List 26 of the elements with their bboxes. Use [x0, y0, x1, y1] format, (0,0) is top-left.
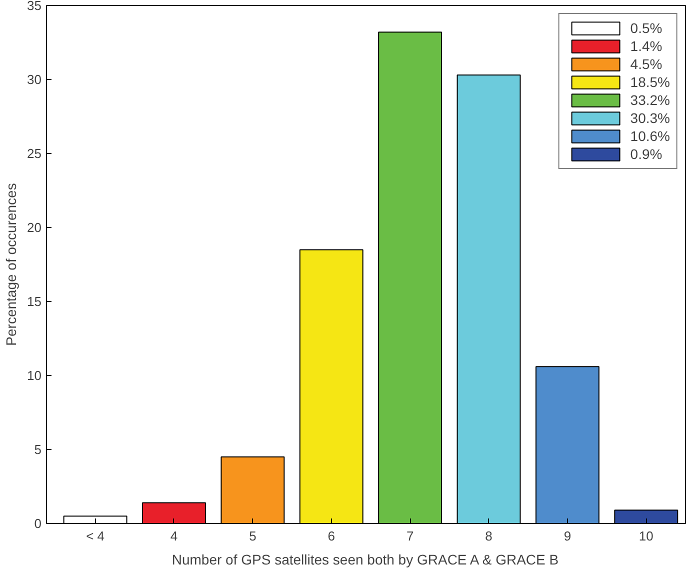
legend-label: 1.4% [630, 38, 662, 54]
legend-label: 10.6% [630, 128, 670, 144]
legend-label: 30.3% [630, 110, 670, 126]
legend-label: 18.5% [630, 74, 670, 90]
x-tick-label: 6 [328, 528, 335, 544]
y-tick-label: 35 [27, 0, 42, 13]
x-tick-label: 10 [638, 528, 654, 544]
x-axis-title: Number of GPS satellites seen both by GRACE A & GRACE B [172, 552, 559, 568]
y-tick-label: 5 [34, 442, 42, 457]
x-tick-label: 9 [564, 528, 572, 544]
legend-label: 33.2% [630, 92, 670, 108]
y-tick-label: 30 [27, 72, 42, 87]
y-tick-label: 15 [27, 294, 42, 309]
legend-label: 0.9% [630, 146, 662, 162]
y-tick-label: 20 [27, 220, 42, 235]
y-tick-label: 10 [27, 368, 42, 383]
x-tick-label: 8 [485, 528, 492, 544]
legend-label: 4.5% [630, 56, 662, 72]
x-tick-label: 4 [170, 528, 178, 544]
y-tick-label: 25 [27, 146, 42, 161]
x-tick-label: 5 [249, 528, 256, 544]
y-tick-label: 0 [34, 516, 42, 531]
legend-label: 0.5% [630, 20, 662, 36]
x-tick-label: 7 [406, 528, 414, 544]
x-tick-label: < 4 [86, 528, 105, 544]
y-axis-title: Percentage of occurences [3, 183, 20, 346]
